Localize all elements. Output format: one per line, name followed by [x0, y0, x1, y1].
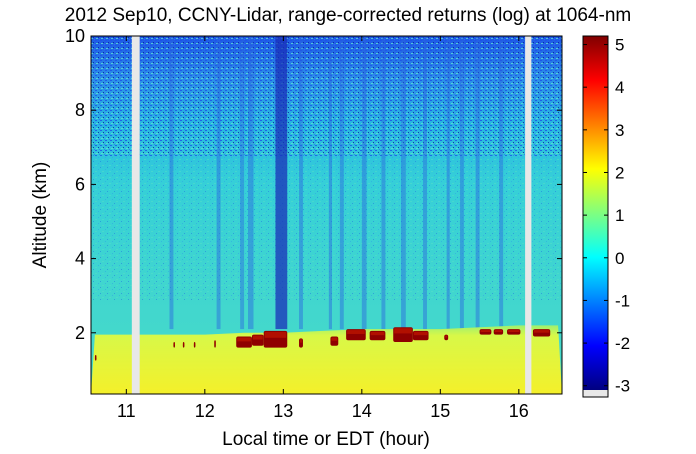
plot-area	[91, 36, 562, 394]
colorbar-tick-label: -2	[615, 334, 630, 353]
dark-column	[240, 36, 245, 330]
dark-column	[248, 36, 254, 330]
cloud-highlight	[533, 330, 550, 333]
dark-column	[381, 36, 386, 330]
dark-column	[169, 36, 174, 330]
dark-column	[459, 36, 464, 330]
cloud-highlight	[394, 328, 412, 334]
noise-mid-altitude	[91, 150, 562, 300]
data-gap	[131, 36, 140, 394]
plot-frame	[90, 35, 563, 395]
colorbar-tick-label: -1	[615, 291, 630, 310]
cloud-highlight	[174, 343, 175, 346]
y-tick-label: 8	[75, 100, 85, 120]
dark-column	[339, 36, 344, 330]
colorbar-tick-label: -3	[615, 377, 630, 396]
cloud-highlight	[252, 335, 263, 340]
cloud-highlight	[480, 330, 491, 333]
boundary-layer	[91, 325, 562, 394]
y-axis: 2 4 6 8 10	[65, 26, 562, 343]
cloud-segment	[299, 338, 303, 348]
cloud-highlight	[264, 331, 287, 338]
cloud-highlight	[370, 331, 385, 336]
chart-title: 2012 Sep10, CCNY-Lidar, range-corrected …	[65, 5, 631, 26]
colorbar-tick-label: 3	[615, 121, 624, 140]
dark-column	[361, 36, 367, 330]
cloud-highlight	[194, 343, 196, 346]
y-tick-label: 2	[75, 323, 85, 343]
colorbar-frame	[582, 35, 609, 398]
cloud-highlight	[331, 337, 338, 341]
cloud-highlight	[445, 335, 448, 338]
dark-column	[328, 36, 332, 330]
x-tick-label: 13	[273, 401, 293, 421]
dark-column	[499, 36, 504, 330]
colorbar-nodata-swatch	[583, 390, 608, 397]
cloud-highlight	[237, 337, 251, 342]
colorbar-tick-label: 1	[615, 206, 624, 225]
dark-column	[446, 36, 450, 330]
cloud-highlight	[215, 341, 216, 344]
colorbar-gradient	[583, 36, 608, 390]
x-tick-label: 15	[430, 401, 450, 421]
x-tick-label: 12	[195, 401, 215, 421]
cloud-highlight	[347, 330, 365, 334]
x-tick-label: 11	[117, 401, 136, 421]
noise-high-altitude	[91, 36, 562, 156]
y-tick-label: 4	[75, 249, 85, 269]
dark-column	[275, 36, 288, 330]
x-axis-label: Local time or EDT (hour)	[222, 429, 430, 450]
y-tick-label: 10	[65, 26, 85, 46]
cloud-layer	[94, 327, 551, 361]
y-axis-label: Altitude (km)	[30, 162, 51, 269]
colorbar-tick-label: 4	[615, 78, 624, 97]
cloud-highlight	[413, 331, 428, 336]
y-tick-label: 6	[75, 174, 85, 194]
data-gaps	[131, 36, 532, 394]
x-tick-label: 14	[352, 401, 372, 421]
colorbar-ticks: -3 -2 -1 0 1 2 3 4 5	[583, 36, 630, 396]
x-tick-label: 16	[509, 401, 529, 421]
data-gap	[525, 36, 532, 394]
colorbar: -3 -2 -1 0 1 2 3 4 5	[582, 35, 630, 398]
cloud-highlight	[95, 356, 97, 358]
colorbar-tick-label: 5	[615, 36, 624, 55]
dark-column	[475, 36, 480, 330]
cloud-highlight	[300, 339, 302, 343]
cloud-highlight	[508, 330, 520, 333]
cloud-highlight	[494, 330, 503, 333]
dark-column	[423, 36, 427, 330]
colorbar-tick-label: 2	[615, 163, 624, 182]
dark-columns	[169, 36, 504, 330]
x-axis: 11 12 13 14 15 16	[117, 36, 529, 421]
dark-column	[299, 36, 303, 330]
dark-column	[401, 36, 406, 330]
colorbar-tick-label: 0	[615, 249, 624, 268]
dark-column	[216, 36, 221, 330]
cloud-highlight	[183, 343, 185, 346]
